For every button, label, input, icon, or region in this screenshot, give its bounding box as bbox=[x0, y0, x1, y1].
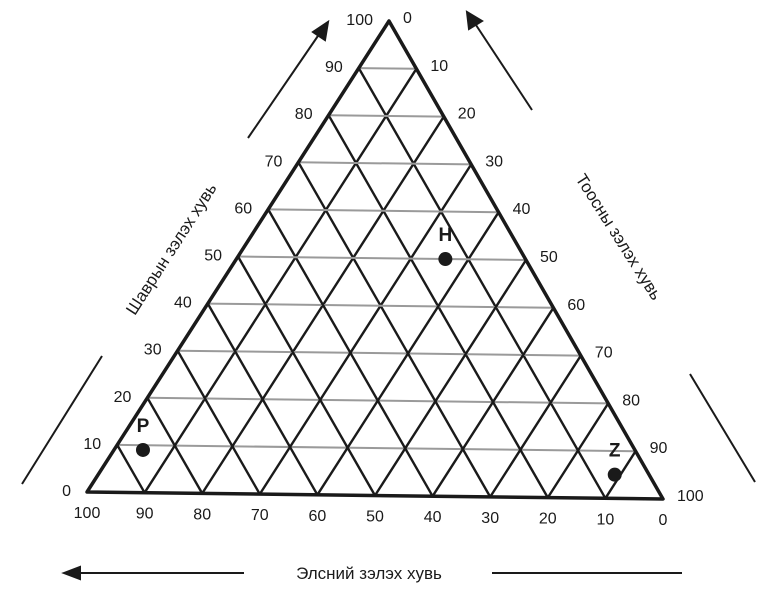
grid-line-silt bbox=[258, 163, 473, 495]
bottom-axis-title: Элсний зэлэх хувь bbox=[296, 564, 442, 583]
bottom-tick-label: 60 bbox=[309, 508, 327, 525]
bottom-tick-label: 20 bbox=[539, 511, 557, 528]
grid-line-clay bbox=[268, 208, 499, 214]
point-p-marker bbox=[135, 442, 150, 457]
grid-line-sand bbox=[176, 350, 261, 495]
grid-line-clay bbox=[298, 161, 472, 166]
bottom-tick-label: 80 bbox=[193, 506, 211, 523]
right-arrow-head bbox=[465, 10, 484, 31]
left-arrow-head bbox=[311, 19, 330, 42]
grid-line-clay bbox=[358, 67, 417, 70]
right-axis-ticks: 0 10 20 30 40 50 60 70 80 90 100 bbox=[403, 10, 704, 505]
left-tick-label: 50 bbox=[204, 248, 222, 265]
grid-line-silt bbox=[431, 307, 555, 497]
grid-line-silt bbox=[546, 402, 610, 499]
point-h-marker bbox=[438, 252, 453, 267]
grid-line-clay bbox=[328, 114, 444, 118]
right-tick-label: 10 bbox=[430, 58, 448, 75]
right-tick-label: 50 bbox=[540, 249, 558, 266]
left-tick-label: 0 bbox=[62, 483, 71, 500]
bottom-tick-label: 70 bbox=[251, 507, 269, 524]
right-tick-label: 40 bbox=[513, 201, 531, 218]
bottom-tick-label: 90 bbox=[136, 506, 154, 523]
right-axis-arrows bbox=[465, 10, 756, 483]
right-tick-label: 0 bbox=[403, 10, 412, 27]
right-axis-title: Тоосны зэлэх хувь bbox=[572, 171, 666, 304]
grid-line-silt bbox=[373, 259, 528, 497]
grid-lines bbox=[116, 67, 637, 499]
grid-line-sand bbox=[116, 444, 146, 494]
bottom-tick-label: 100 bbox=[74, 505, 101, 522]
right-tick-label: 90 bbox=[650, 440, 668, 457]
triangle-outline bbox=[85, 19, 665, 501]
point-p-label: P bbox=[137, 416, 150, 437]
left-tick-label: 100 bbox=[346, 12, 373, 29]
grid-line-sand bbox=[146, 397, 204, 494]
grid-line-silt bbox=[489, 354, 582, 498]
point-z-label: Z bbox=[609, 441, 621, 462]
data-points: H P Z bbox=[135, 225, 622, 482]
grid-line-clay bbox=[177, 349, 581, 357]
left-tick-label: 30 bbox=[144, 342, 162, 359]
right-arrow-line bbox=[473, 21, 533, 111]
left-arrow-line bbox=[247, 29, 323, 139]
bottom-tick-label: 50 bbox=[366, 509, 384, 526]
bottom-tick-label: 40 bbox=[424, 509, 442, 526]
bottom-axis-arrows bbox=[61, 565, 682, 581]
left-axis-ticks: 0 10 20 30 40 50 60 70 80 90 100 bbox=[62, 12, 373, 500]
left-tick-label: 90 bbox=[325, 59, 343, 76]
left-lower-line bbox=[21, 355, 103, 485]
right-tick-label: 20 bbox=[458, 106, 476, 123]
right-tick-label: 100 bbox=[677, 488, 704, 505]
left-axis-arrows bbox=[21, 19, 330, 485]
grid-line-sand bbox=[236, 255, 377, 497]
bottom-tick-label: 30 bbox=[481, 510, 499, 527]
grid-line-sand bbox=[206, 303, 319, 496]
left-tick-label: 10 bbox=[83, 436, 101, 453]
grid-line-clay bbox=[117, 443, 636, 453]
right-tick-label: 30 bbox=[485, 153, 503, 170]
grid-line-silt bbox=[143, 68, 418, 494]
left-tick-label: 60 bbox=[234, 200, 252, 217]
left-tick-label: 70 bbox=[265, 153, 283, 170]
point-z-marker bbox=[607, 467, 622, 482]
right-tick-label: 70 bbox=[595, 345, 613, 362]
right-tick-label: 80 bbox=[622, 392, 640, 409]
grid-line-sand bbox=[357, 67, 607, 499]
right-tick-label: 60 bbox=[567, 297, 585, 314]
grid-line-clay bbox=[237, 255, 527, 261]
grid-line-sand bbox=[297, 161, 492, 498]
point-h-label: H bbox=[438, 225, 452, 246]
bottom-title-background bbox=[292, 562, 447, 585]
bottom-tick-label: 10 bbox=[597, 511, 615, 528]
right-lower-line bbox=[689, 373, 756, 483]
bottom-tick-label: 0 bbox=[659, 512, 668, 529]
bottom-axis-ticks: 100 90 80 70 60 50 40 30 20 10 0 bbox=[74, 505, 668, 529]
bottom-arrow-head bbox=[61, 565, 81, 581]
left-tick-label: 40 bbox=[174, 295, 192, 312]
left-tick-label: 80 bbox=[295, 106, 313, 123]
left-tick-label: 20 bbox=[114, 389, 132, 406]
